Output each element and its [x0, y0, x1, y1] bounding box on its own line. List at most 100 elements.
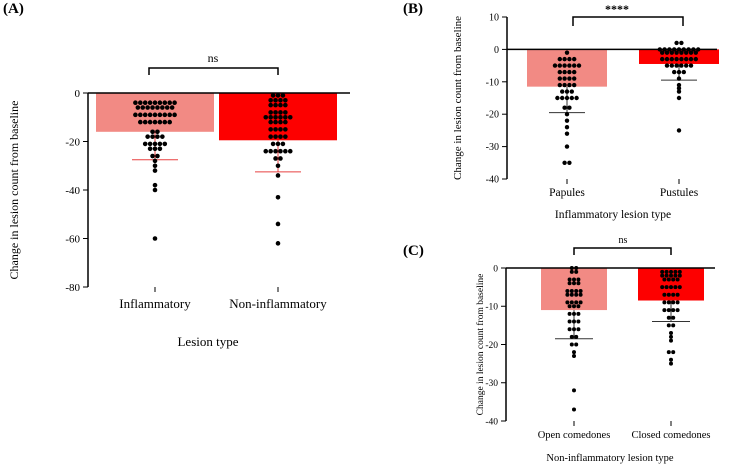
data-point-b-1 — [567, 82, 572, 88]
data-point-a-1 — [155, 129, 160, 135]
data-point-b-2 — [679, 50, 684, 55]
data-point-a-2 — [273, 134, 278, 139]
data-point-c-2 — [660, 273, 665, 278]
data-point-c-1 — [572, 277, 576, 282]
data-point-a-1 — [147, 141, 153, 147]
data-point-b-1 — [574, 95, 579, 101]
data-point-a-2 — [270, 141, 276, 147]
data-point-b-1 — [564, 131, 570, 136]
data-point-b-2 — [674, 50, 679, 55]
data-point-a-1 — [138, 119, 143, 125]
data-point-c-2 — [671, 350, 676, 355]
data-point-b-1 — [552, 63, 558, 68]
x-axis-label-a: Lesion type — [177, 334, 238, 349]
data-point-c-1 — [576, 327, 581, 332]
data-point-b-1 — [564, 95, 570, 101]
data-point-b-2 — [674, 56, 679, 62]
data-point-a-1 — [172, 112, 177, 118]
data-point-b-1 — [572, 69, 577, 75]
data-point-a-2 — [275, 163, 281, 169]
data-point-a-1 — [172, 100, 177, 105]
data-point-c-2 — [675, 308, 680, 313]
data-point-c-2 — [669, 331, 673, 336]
data-point-a-2 — [268, 102, 273, 108]
data-point-c-2 — [662, 308, 667, 313]
data-point-c-2 — [669, 334, 673, 339]
data-point-a-2 — [275, 93, 281, 98]
data-point-c-2 — [666, 315, 671, 320]
data-point-c-1 — [572, 311, 576, 316]
data-point-a-1 — [133, 100, 138, 105]
data-point-a-2 — [268, 127, 273, 132]
data-point-a-2 — [278, 110, 283, 115]
data-point-c-2 — [662, 277, 667, 282]
category-label-c-2: Closed comedones — [631, 430, 710, 441]
data-point-b-1 — [569, 89, 574, 94]
data-point-a-1 — [160, 105, 165, 110]
data-point-c-2 — [666, 300, 671, 305]
data-point-c-2 — [666, 277, 671, 282]
panel-c: (C) 0 -10 -20 -30 -40 Open comedones Closed co… — [403, 235, 715, 464]
data-point-a-1 — [152, 146, 158, 152]
data-point-b-2 — [688, 50, 694, 55]
data-point-c-1 — [569, 288, 574, 293]
data-point-c-2 — [671, 315, 676, 320]
data-point-c-1 — [572, 388, 576, 393]
data-point-a-2 — [278, 156, 283, 161]
data-point-a-1 — [162, 141, 168, 147]
data-point-a-1 — [169, 105, 175, 110]
y-tick-label-b: -30 — [486, 142, 499, 153]
data-point-a-1 — [157, 141, 163, 147]
data-point-b-2 — [676, 89, 682, 94]
data-point-b-2 — [674, 63, 679, 68]
data-point-a-1 — [152, 112, 158, 118]
data-point-b-1 — [572, 63, 577, 68]
data-point-c-2 — [673, 269, 678, 274]
y-tick-label-c: -30 — [485, 379, 498, 389]
data-point-a-1 — [162, 112, 168, 118]
data-point-c-2 — [671, 323, 676, 328]
data-point-a-2 — [273, 156, 278, 161]
data-point-c-2 — [666, 308, 671, 313]
panel-label-b: (B) — [403, 1, 423, 17]
data-point-a-1 — [142, 119, 148, 125]
data-point-a-1 — [152, 187, 158, 193]
data-point-b-2 — [676, 86, 682, 91]
data-point-b-2 — [672, 69, 677, 75]
data-point-a-2 — [273, 110, 278, 115]
data-point-c-2 — [666, 350, 671, 355]
data-point-c-1 — [574, 269, 579, 274]
panel-label-c: (C) — [403, 243, 424, 259]
data-point-a-1 — [138, 100, 143, 105]
data-point-b-1 — [562, 160, 567, 165]
data-point-a-1 — [157, 112, 163, 118]
data-point-c-1 — [572, 407, 576, 412]
data-point-a-2 — [280, 141, 286, 147]
data-point-a-1 — [150, 134, 155, 139]
data-point-a-2 — [275, 141, 281, 147]
data-point-a-2 — [278, 148, 283, 154]
data-point-c-1 — [574, 334, 579, 339]
data-point-b-1 — [562, 105, 567, 110]
y-tick-label-c: -20 — [485, 341, 498, 351]
data-point-b-1 — [564, 89, 570, 94]
data-point-b-2 — [660, 56, 665, 62]
data-point-a-1 — [145, 105, 150, 110]
data-point-b-2 — [669, 50, 674, 55]
data-point-c-1 — [569, 300, 574, 305]
data-point-b-1 — [567, 76, 572, 81]
data-point-b-2 — [688, 56, 694, 62]
data-point-a-1 — [152, 163, 158, 169]
data-point-b-1 — [576, 63, 582, 68]
data-point-c-1 — [565, 292, 570, 297]
data-point-b-2 — [676, 95, 682, 101]
bar-b-2 — [639, 49, 719, 64]
data-point-c-2 — [675, 277, 680, 282]
data-point-c-2 — [669, 269, 673, 274]
data-point-c-2 — [669, 285, 673, 290]
data-point-a-1 — [152, 141, 158, 147]
data-point-b-1 — [555, 95, 560, 101]
data-point-b-1 — [572, 76, 577, 81]
data-point-b-1 — [562, 56, 567, 62]
